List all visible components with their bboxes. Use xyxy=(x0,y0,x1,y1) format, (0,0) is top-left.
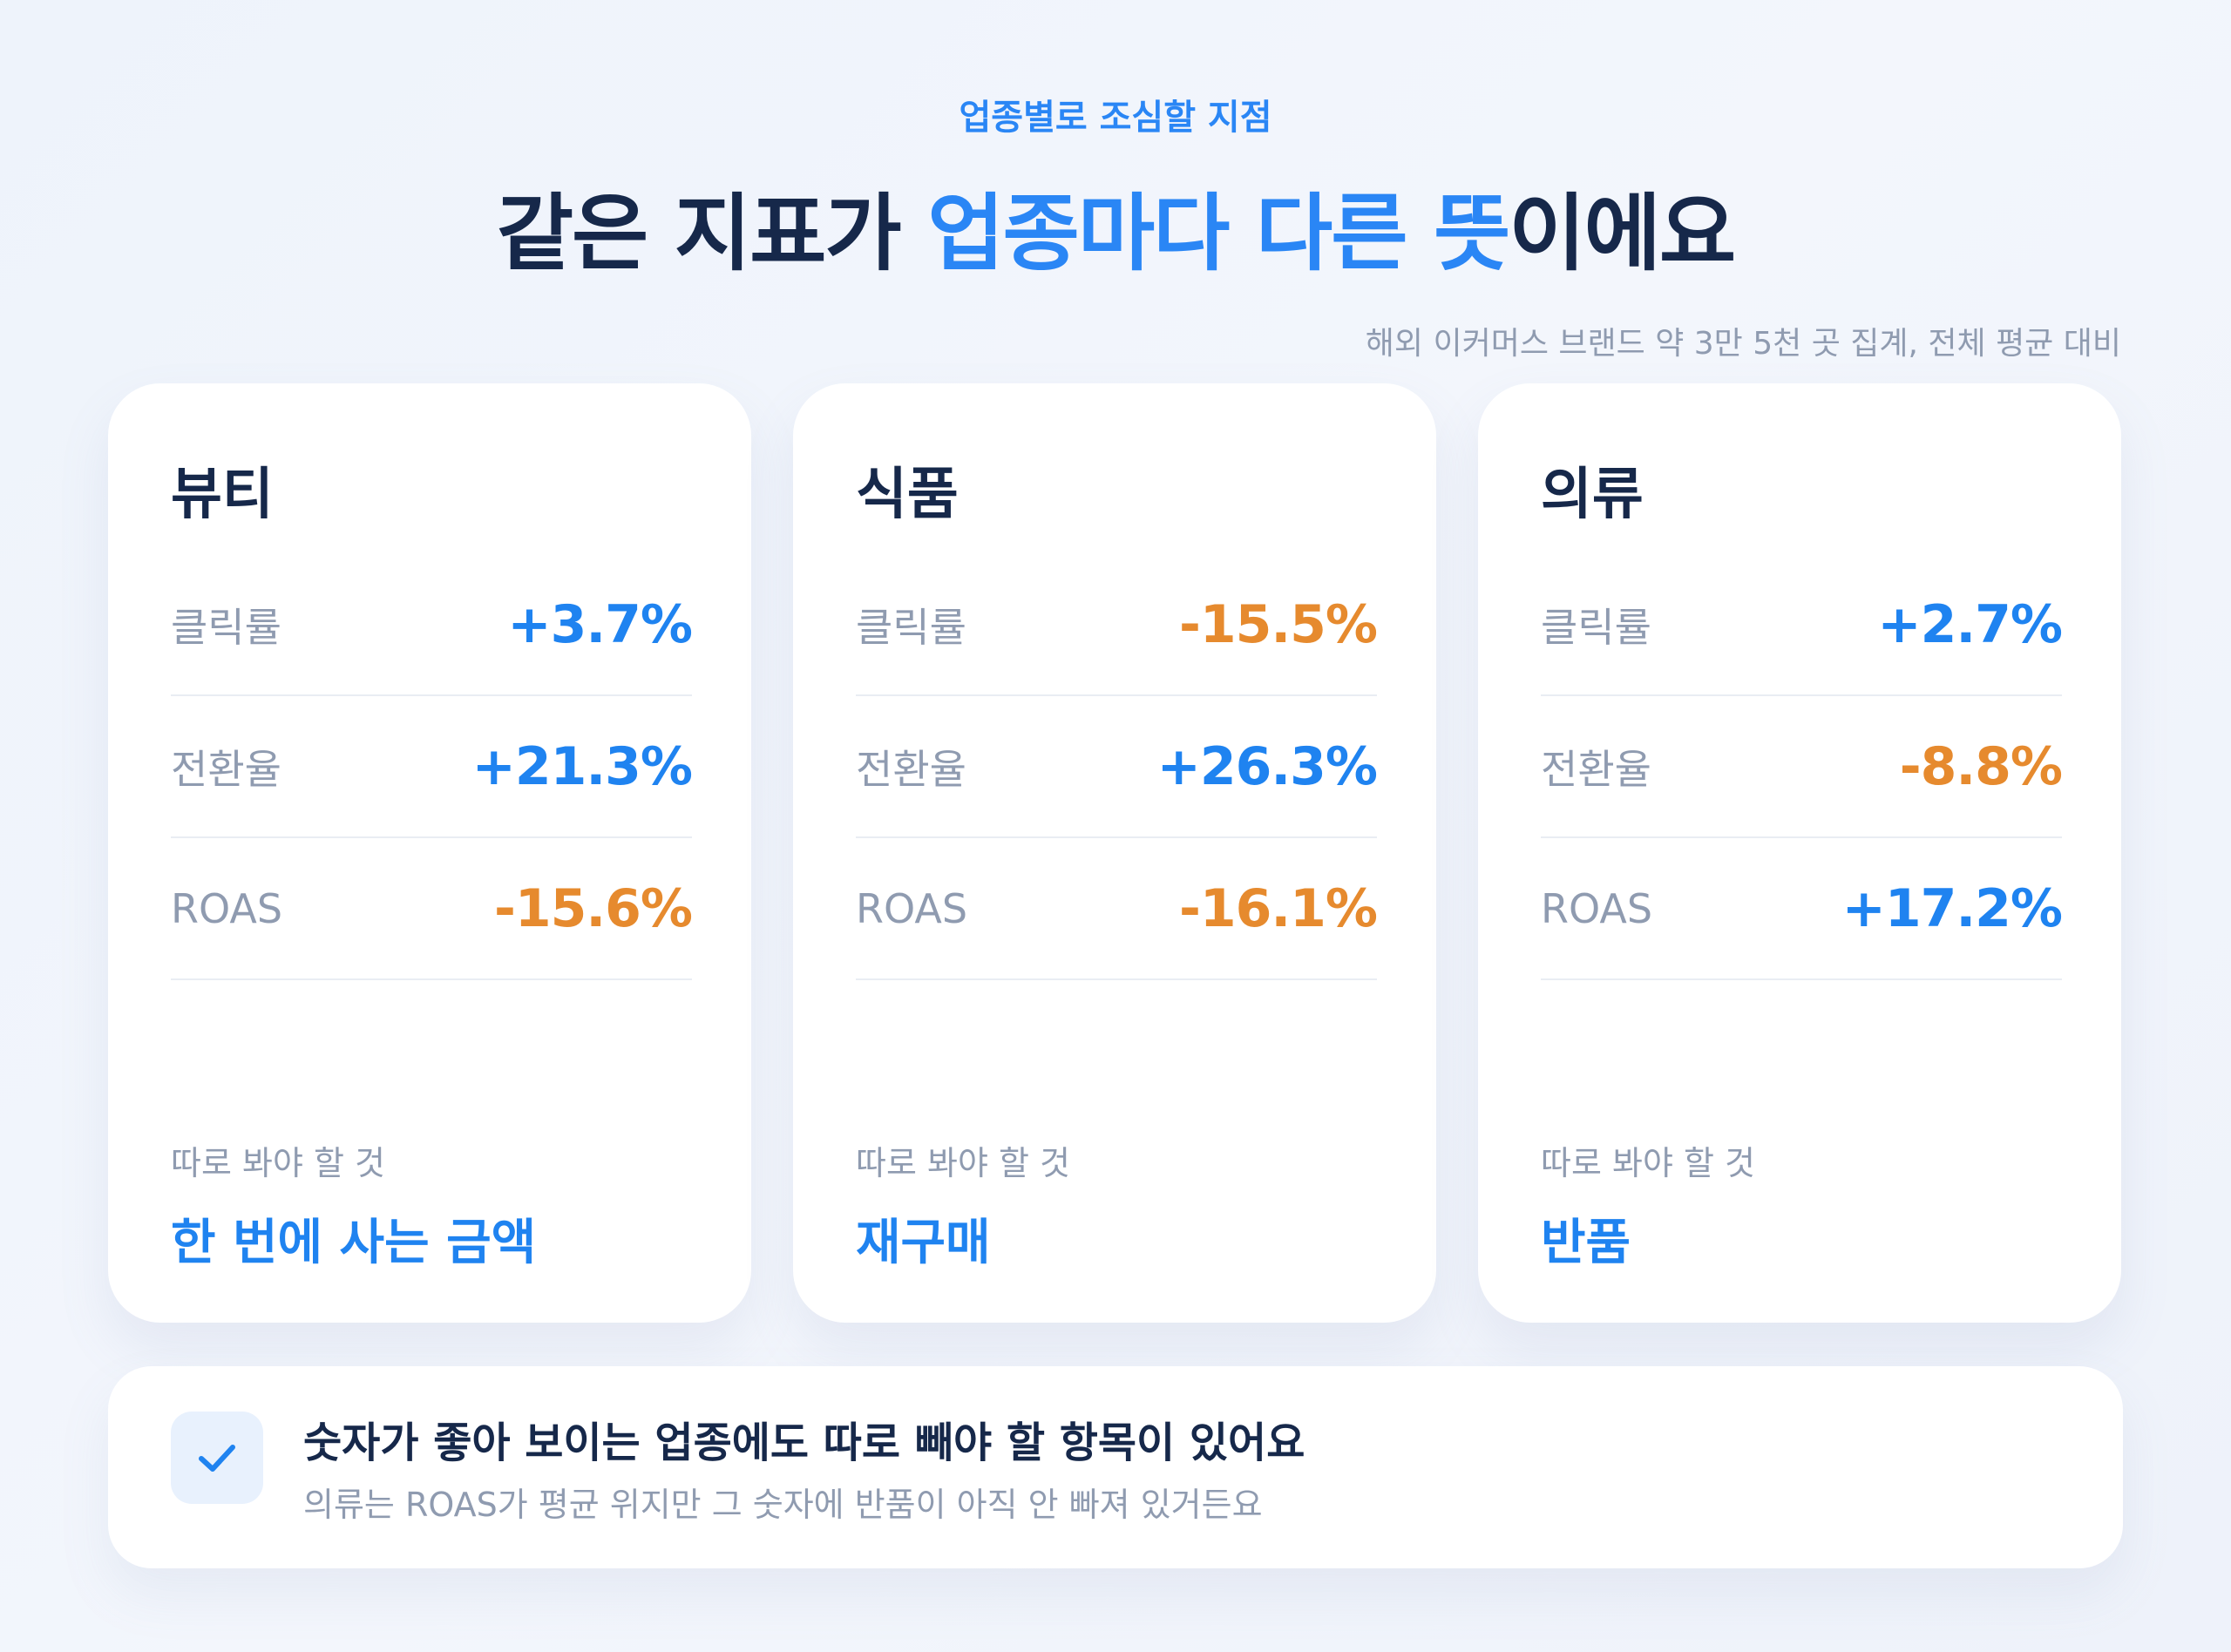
metric-label: 전환율 xyxy=(171,745,281,793)
footer-value: 재구매 xyxy=(856,1215,991,1271)
metric-row-ctr: 클릭률 +2.7% xyxy=(1541,554,2063,696)
metric-row-roas: ROAS +17.2% xyxy=(1541,838,2063,980)
footer-label: 따로 봐야 할 것 xyxy=(856,1144,1070,1182)
metric-value: -15.6% xyxy=(493,877,693,939)
metric-value: -16.1% xyxy=(1178,877,1378,939)
metric-row-cvr: 전환율 -8.8% xyxy=(1541,696,2063,838)
metric-row-cvr: 전환율 +26.3% xyxy=(856,696,1378,838)
page-title: 같은 지표가 업종마다 다른 뜻이에요 xyxy=(0,166,2231,287)
headline-part2: 이에요 xyxy=(1509,185,1736,282)
headline-highlight2: 다른 뜻 xyxy=(1255,185,1510,282)
headline-highlight1: 업종마다 xyxy=(927,185,1230,282)
footer-label: 따로 봐야 할 것 xyxy=(1541,1144,1755,1182)
metric-label: 클릭률 xyxy=(171,603,281,651)
metric-label: 전환율 xyxy=(856,745,966,793)
headline-space xyxy=(1228,185,1255,282)
card-title: 의류 xyxy=(1541,463,1644,527)
card-footer: 따로 봐야 할 것 한 번에 사는 금액 xyxy=(171,1136,536,1274)
card-title: 식품 xyxy=(856,463,959,527)
footer-value: 반품 xyxy=(1541,1215,1631,1271)
footer-value: 한 번에 사는 금액 xyxy=(171,1215,537,1271)
industry-cards: 뷰티 클릭률 +3.7% 전환율 +21.3% ROAS -15.6% 따로 봐… xyxy=(108,383,2121,1323)
headline-part1: 같은 지표가 xyxy=(496,185,928,282)
metric-value: +26.3% xyxy=(1156,735,1378,797)
metrics-list: 클릭률 +3.7% 전환율 +21.3% ROAS -15.6% xyxy=(171,554,693,980)
industry-card-food: 식품 클릭률 -15.5% 전환율 +26.3% ROAS -16.1% 따로 … xyxy=(793,383,1436,1323)
source-note: 해외 이커머스 브랜드 약 3만 5천 곳 집계, 전체 평균 대비 xyxy=(1365,326,2121,362)
metric-label: 클릭률 xyxy=(856,603,966,651)
metrics-list: 클릭률 -15.5% 전환율 +26.3% ROAS -16.1% xyxy=(856,554,1378,980)
metric-row-ctr: 클릭률 -15.5% xyxy=(856,554,1378,696)
metric-row-roas: ROAS -16.1% xyxy=(856,838,1378,980)
metric-value: +3.7% xyxy=(507,593,693,655)
metric-row-cvr: 전환율 +21.3% xyxy=(171,696,693,838)
industry-card-beauty: 뷰티 클릭률 +3.7% 전환율 +21.3% ROAS -15.6% 따로 봐… xyxy=(108,383,751,1323)
metric-row-ctr: 클릭률 +3.7% xyxy=(171,554,693,696)
card-footer: 따로 봐야 할 것 재구매 xyxy=(856,1136,1070,1274)
industry-card-apparel: 의류 클릭률 +2.7% 전환율 -8.8% ROAS +17.2% 따로 봐야… xyxy=(1478,383,2121,1323)
metric-value: +17.2% xyxy=(1841,877,2063,939)
insight-banner: 숫자가 좋아 보이는 업종에도 따로 빼야 할 항목이 있어요 의류는 ROAS… xyxy=(108,1366,2123,1568)
metric-label: 전환율 xyxy=(1541,745,1651,793)
metric-value: +2.7% xyxy=(1877,593,2063,655)
metric-value: +21.3% xyxy=(471,735,693,797)
metric-row-roas: ROAS -15.6% xyxy=(171,838,693,980)
banner-description: 의류는 ROAS가 평균 위지만 그 숫자에 반품이 아직 안 빠져 있거든요 xyxy=(303,1486,1263,1524)
metric-label: 클릭률 xyxy=(1541,603,1651,651)
card-title: 뷰티 xyxy=(171,463,274,527)
banner-title: 숫자가 좋아 보이는 업종에도 따로 빼야 할 항목이 있어요 xyxy=(303,1418,1305,1467)
metric-label: ROAS xyxy=(856,884,968,932)
footer-label: 따로 봐야 할 것 xyxy=(171,1144,385,1182)
metric-value: -15.5% xyxy=(1178,593,1378,655)
metric-value: -8.8% xyxy=(1899,735,2063,797)
metric-label: ROAS xyxy=(1541,884,1653,932)
metrics-list: 클릭률 +2.7% 전환율 -8.8% ROAS +17.2% xyxy=(1541,554,2063,980)
metric-label: ROAS xyxy=(171,884,283,932)
eyebrow-label: 업종별로 조심할 지점 xyxy=(959,98,1272,138)
check-icon xyxy=(171,1412,263,1504)
card-footer: 따로 봐야 할 것 반품 xyxy=(1541,1136,1755,1274)
